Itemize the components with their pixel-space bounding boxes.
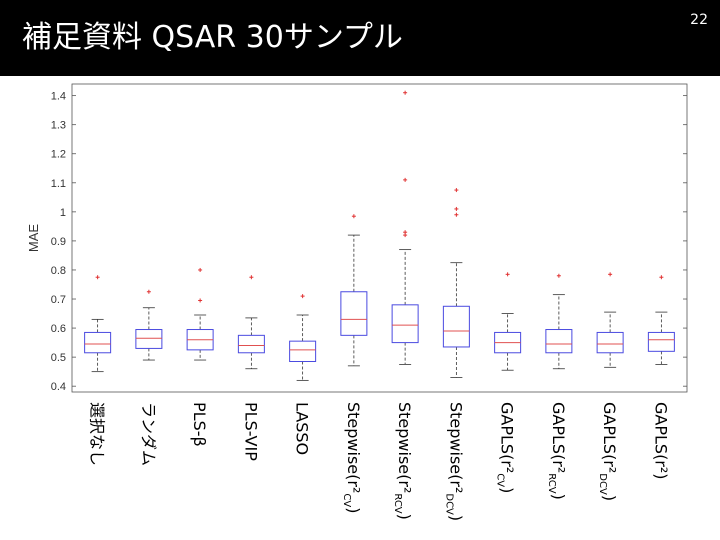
category-label: PLS-VIP [241, 402, 260, 461]
y-axis-label: MAE [26, 224, 41, 253]
category-label: PLS-β [190, 402, 209, 447]
y-tick-label: 0.5 [51, 352, 66, 364]
category-label: GAPLS(r²RCV) [546, 402, 568, 500]
box [340, 291, 368, 336]
box [289, 340, 317, 362]
page-number: 22 [690, 12, 708, 28]
box [545, 329, 573, 354]
y-tick-label: 1.4 [51, 91, 66, 103]
y-tick-label: 1.3 [51, 120, 66, 132]
category-label: LASSO [293, 402, 312, 455]
y-tick-label: 0.6 [51, 323, 66, 335]
box [647, 331, 675, 352]
category-label: Stepwise(r²CV) [341, 402, 363, 513]
category-label: ランダム [139, 402, 158, 466]
y-tick-label: 0.4 [51, 381, 66, 393]
y-tick-label: 0.9 [51, 236, 66, 248]
category-label: Stepwise(r²RCV) [392, 402, 414, 520]
box [237, 334, 265, 354]
box [84, 331, 112, 354]
box [596, 331, 624, 354]
y-tick-label: 1.1 [51, 178, 66, 190]
y-tick-label: 0.8 [51, 265, 66, 277]
category-label: GAPLS(r²) [651, 402, 670, 480]
boxplot-chart: 0.4 0.5 0.6 0.7 0.8 0.9 1 1.1 1.2 1.3 1.4 MAE 選択なし ラン… [26, 83, 688, 521]
slide-header: 補足資料 QSAR 30サンプル 22 [0, 0, 720, 76]
y-tick-label: 1 [60, 207, 66, 219]
plot-frame [71, 83, 688, 393]
category-label: Stepwise(r²DCV) [443, 402, 465, 521]
category-label: GAPLS(r²DCV) [597, 402, 619, 501]
category-label: 選択なし [88, 402, 107, 466]
box [135, 329, 163, 349]
box [442, 305, 470, 348]
y-tick-label: 1.2 [51, 149, 66, 161]
slide-title: 補足資料 QSAR 30サンプル [22, 20, 403, 55]
box [391, 304, 419, 344]
y-tick-label: 0.7 [51, 294, 66, 306]
category-label: GAPLS(r²CV) [495, 402, 517, 493]
